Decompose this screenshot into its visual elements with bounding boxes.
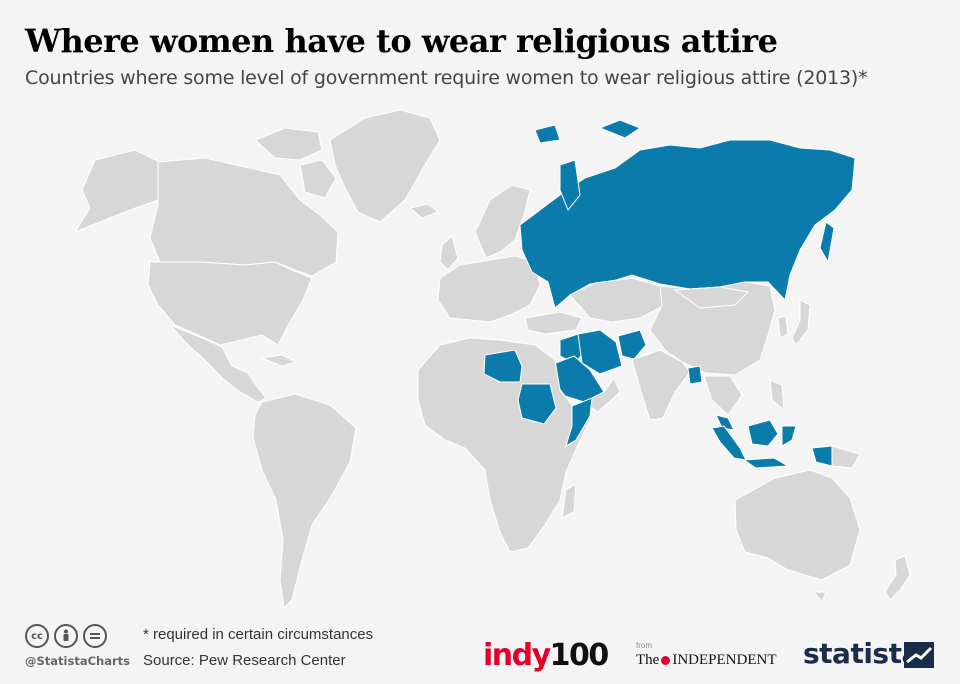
eagle-icon bbox=[661, 656, 671, 665]
map-region-indochina bbox=[703, 375, 743, 416]
attribution-icon bbox=[54, 624, 78, 648]
map-region-japan bbox=[791, 299, 811, 346]
map-region-svalbard bbox=[534, 124, 561, 144]
map-region-uk bbox=[439, 235, 459, 271]
cc-icon: cc bbox=[25, 624, 49, 648]
map-region-europe bbox=[437, 255, 541, 323]
statista-mark-icon bbox=[904, 642, 934, 668]
no-derivatives-icon bbox=[83, 624, 107, 648]
map-region-bangladesh bbox=[687, 365, 703, 385]
map-region-yemen-oman bbox=[583, 376, 621, 413]
footnote: * required in certain circumstances bbox=[143, 626, 374, 643]
map-region-usa bbox=[147, 261, 313, 346]
map-region-novaya-zemlya bbox=[559, 159, 581, 211]
map-region-canada bbox=[149, 157, 339, 277]
map-region-russia-islands bbox=[598, 119, 642, 139]
indy100-logo: indy100 bbox=[483, 638, 609, 673]
map-region-new-zealand bbox=[884, 555, 911, 601]
map-region-papua-west bbox=[811, 445, 833, 467]
map-region-india bbox=[631, 349, 691, 421]
map-region-baffin bbox=[299, 159, 337, 199]
map-region-south-america bbox=[252, 393, 357, 610]
map-region-australia bbox=[734, 469, 861, 581]
map-region-sumatra bbox=[711, 425, 747, 461]
map-region-mongolia bbox=[673, 286, 750, 309]
map-region-png bbox=[831, 445, 861, 469]
map-region-alaska bbox=[73, 149, 161, 234]
map-region-philippines bbox=[769, 379, 785, 412]
chart-title: Where women have to wear religious attir… bbox=[25, 22, 778, 60]
map-region-madagascar bbox=[561, 483, 577, 519]
map-region-borneo bbox=[747, 419, 779, 447]
map-region-somalia bbox=[565, 397, 593, 448]
map-region-sakhalin bbox=[819, 221, 835, 264]
independent-logo: The INDEPENDENT bbox=[636, 652, 777, 668]
map-region-korea bbox=[777, 315, 789, 339]
map-region-scandinavia bbox=[474, 184, 531, 259]
map-region-iceland bbox=[408, 203, 439, 219]
chart-subtitle: Countries where some level of government… bbox=[25, 67, 868, 89]
map-region-greenland bbox=[329, 109, 441, 223]
statista-handle[interactable]: @StatistaCharts bbox=[25, 654, 130, 668]
map-region-caribbean bbox=[260, 354, 298, 367]
license-icons: cc bbox=[25, 624, 107, 648]
map-region-malaysia bbox=[715, 414, 735, 431]
map-region-turkey bbox=[524, 311, 583, 335]
map-region-sulawesi bbox=[781, 425, 797, 447]
map-region-tasmania bbox=[812, 591, 827, 603]
map-region-libya bbox=[483, 349, 523, 383]
statista-logo: statista bbox=[803, 637, 920, 670]
map-region-java bbox=[742, 457, 790, 469]
from-label: from bbox=[636, 641, 652, 650]
map-region-afghanistan bbox=[617, 329, 647, 360]
map-region-mexico bbox=[169, 324, 267, 403]
map-region-sudan bbox=[517, 383, 557, 425]
map-region-china bbox=[649, 281, 776, 376]
map-region-arctic-islands bbox=[254, 127, 323, 161]
source-text: Source: Pew Research Center bbox=[143, 652, 346, 669]
